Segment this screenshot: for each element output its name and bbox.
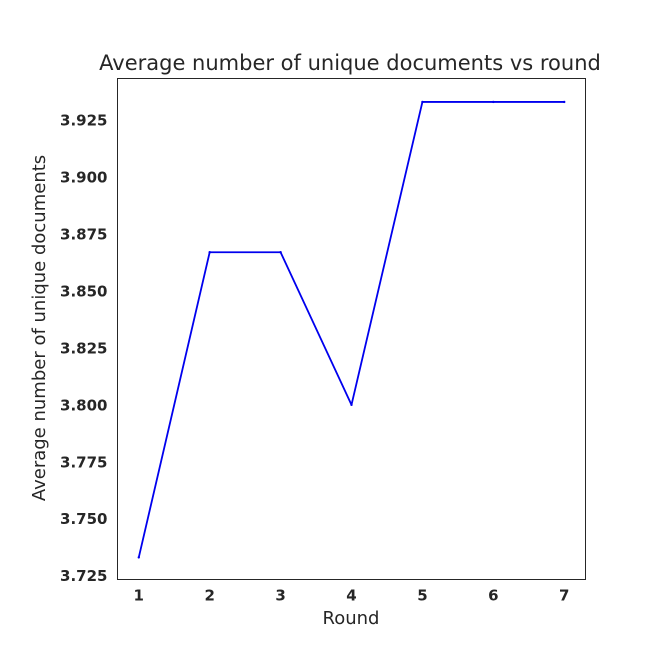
x-tick-label: 7 [559,587,569,605]
x-tick-label: 3 [275,587,285,605]
y-tick-label: 3.850 [60,282,107,300]
y-tick-label: 3.825 [60,339,107,357]
y-axis-label: Average number of unique documents [29,155,50,501]
y-tick-label: 3.925 [60,112,107,130]
data-point [279,251,282,254]
data-point [208,251,211,254]
x-axis-ticks: 1 2 3 4 5 6 7 [134,587,570,605]
y-tick-label: 3.775 [60,453,107,471]
y-tick-label: 3.800 [60,396,107,414]
x-tick-label: 1 [134,587,144,605]
chart-title: Average number of unique documents vs ro… [99,51,601,75]
plot-area-frame [117,78,586,580]
x-tick-label: 6 [488,587,498,605]
y-tick-label: 3.725 [60,567,107,585]
y-tick-label: 3.750 [60,510,107,528]
data-point [137,556,140,559]
series-layer [137,100,566,559]
y-axis-ticks: 3.725 3.750 3.775 3.800 3.825 3.850 3.875 3.900… [60,112,107,585]
x-axis-label: Round [323,608,380,629]
y-tick-label: 3.875 [60,226,107,244]
data-point [492,100,495,104]
y-tick-label: 3.900 [60,169,107,187]
x-tick-label: 5 [417,587,427,605]
x-tick-label: 2 [204,587,214,605]
data-point [421,100,424,104]
data-point [563,100,566,104]
data-point [350,403,353,407]
x-tick-label: 4 [346,587,356,605]
